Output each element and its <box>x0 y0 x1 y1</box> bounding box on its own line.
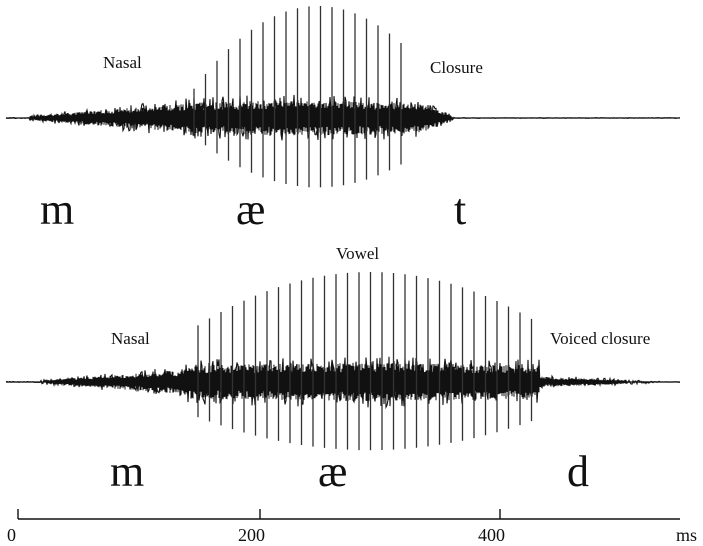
bottom-onset-label: Nasal <box>111 329 150 348</box>
axis-unit-label: ms <box>676 525 698 545</box>
bottom-phoneme-3: d <box>567 447 589 496</box>
bottom-coda-label: Voiced closure <box>550 329 651 348</box>
bottom-nucleus-label: Vowel <box>336 244 380 263</box>
bottom-phoneme-1: m <box>110 447 145 496</box>
waveform-top <box>5 6 681 188</box>
axis-label-0: 0 <box>7 525 16 545</box>
axis-label-200: 200 <box>238 525 265 545</box>
time-axis <box>17 509 680 520</box>
top-phoneme-1: m <box>40 185 75 234</box>
axis-label-400: 400 <box>478 525 505 545</box>
top-coda-label: Closure <box>430 58 483 77</box>
waveform-bottom <box>5 272 681 451</box>
bottom-phoneme-2: æ <box>318 447 348 496</box>
top-phoneme-3: t <box>454 185 467 234</box>
top-onset-label: Nasal <box>103 53 142 72</box>
top-phoneme-2: æ <box>236 185 266 234</box>
